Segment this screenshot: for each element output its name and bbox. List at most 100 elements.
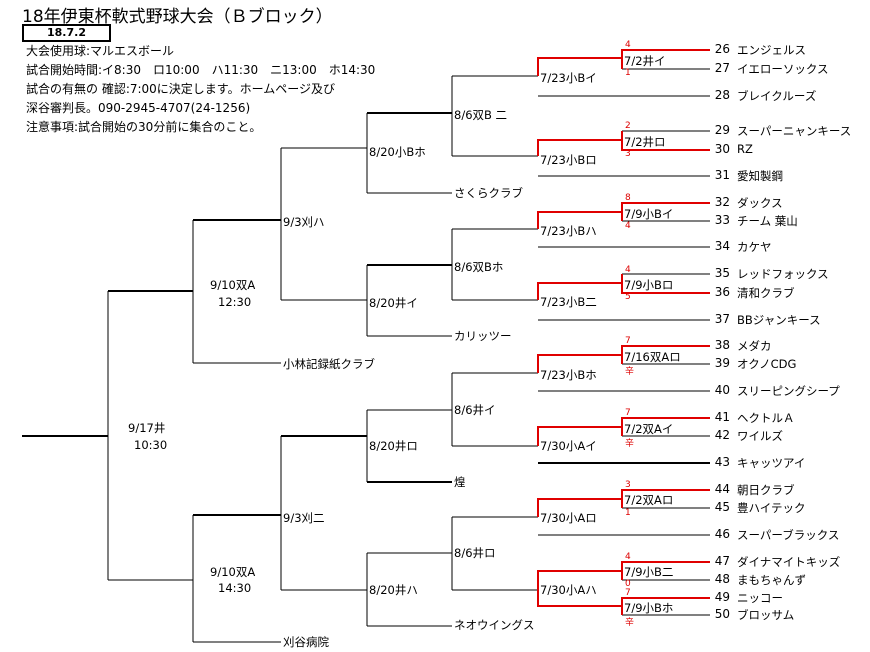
team-number: 45 (714, 500, 730, 514)
team-number: 48 (714, 572, 730, 586)
match-r3-2: 8/6双Bホ (454, 260, 504, 274)
team-name: ブロッサム (737, 608, 795, 622)
match-r2-8: 7/30小Aハ (540, 583, 597, 597)
team-number: 42 (714, 428, 730, 442)
team-number: 43 (714, 455, 730, 469)
score: 1 (625, 68, 631, 78)
match-r1-3: 7/9小Bイ (624, 207, 674, 221)
score: 4 (625, 40, 631, 50)
match-r2-5: 7/23小Bホ (540, 368, 597, 382)
match-r2-6: 7/30小Aイ (540, 439, 597, 453)
team-number: 35 (714, 266, 730, 280)
team-name: ブレイクルーズ (737, 89, 817, 103)
team-name: メダカ (737, 339, 772, 353)
match-r5-1: 9/3刈ハ (283, 215, 325, 229)
score: 辛 (625, 439, 635, 449)
match-r3-1: 8/6双B 二 (454, 108, 508, 122)
seeded-team: 煌 (454, 475, 466, 489)
team-name: 豊ハイテック (737, 501, 806, 515)
team-number: 50 (714, 607, 730, 621)
score: 辛 (625, 367, 635, 377)
match-r3-3: 8/6井イ (454, 403, 496, 417)
match-r2-1: 7/23小Bイ (540, 71, 597, 85)
team-name: RZ (737, 142, 753, 156)
seeded-team: 刈谷病院 (283, 635, 329, 649)
match-r4-3: 8/20井ロ (369, 439, 418, 453)
team-number: 40 (714, 383, 730, 397)
team-name: チーム 葉山 (737, 214, 798, 228)
score: 7 (625, 336, 631, 346)
seeded-team: カリッツー (454, 329, 512, 343)
match-r1-2: 7/2井ロ (624, 135, 666, 149)
team-number: 33 (714, 213, 730, 227)
seeded-team: 小林記録紙クラブ (283, 357, 375, 371)
match-r1-6: 7/2双Aイ (624, 422, 674, 436)
note-contact: 深谷審判長。090-2945-4707(24-1256) (26, 101, 251, 115)
team-number: 46 (714, 527, 730, 541)
team-number: 28 (714, 88, 730, 102)
note-ball: 大会使用球:マルエスボール (26, 44, 175, 58)
team-name: イエローソックス (737, 62, 829, 76)
team-number: 29 (714, 123, 730, 137)
team-name: レッドフォックス (737, 267, 829, 281)
team-number: 30 (714, 142, 730, 156)
note-start-times: 試合開始時間:イ8:30 ロ10:00 ハ11:30 ニ13:00 ホ14:30 (26, 63, 376, 77)
match-r2-4: 7/23小B二 (540, 295, 597, 309)
team-name: オクノCDG (737, 357, 797, 371)
final-date: 9/17井 (128, 421, 166, 435)
score: 7 (625, 588, 631, 598)
match-r1-9: 7/9小Bホ (624, 601, 674, 615)
team-name: ダイナマイトキッズ (737, 555, 841, 569)
match-r4-4: 8/20井ハ (369, 583, 418, 597)
team-name: スリーピングシープ (737, 384, 840, 398)
match-r6-1-time: 12:30 (218, 295, 252, 309)
team-name: カケヤ (737, 240, 772, 254)
match-r5-2: 9/3刈二 (283, 511, 325, 525)
note-caution: 注意事項:試合開始の30分前に集合のこと。 (26, 120, 262, 134)
team-name: 清和クラブ (737, 286, 795, 300)
team-number: 39 (714, 356, 730, 370)
score: 5 (625, 292, 631, 302)
match-r1-4: 7/9小Bロ (624, 278, 674, 292)
team-name: キャッツアイ (737, 456, 806, 470)
team-number: 41 (714, 410, 730, 424)
score: 7 (625, 408, 631, 418)
score: 1 (625, 508, 631, 518)
team-name: BBジャンキース (737, 313, 821, 327)
team-number: 44 (714, 482, 730, 496)
match-r2-2: 7/23小Bロ (540, 153, 597, 167)
team-name: スーパーニャンキース (737, 124, 852, 138)
match-r1-7: 7/2双Aロ (624, 493, 674, 507)
team-number: 26 (714, 42, 730, 56)
team-name: エンジェルス (737, 43, 806, 57)
match-r6-1-date: 9/10双A (210, 278, 256, 292)
team-name: ヘクトルＡ (737, 411, 795, 425)
team-name: 愛知製鋼 (737, 169, 783, 183)
tournament-title: 18年伊東杯軟式野球大会（Ｂブロック） (22, 7, 333, 27)
team-name: ニッコー (737, 591, 783, 605)
seeded-team: さくらクラブ (454, 186, 523, 200)
match-r6-2-time: 14:30 (218, 581, 252, 595)
team-number: 49 (714, 590, 730, 604)
match-r6-2-date: 9/10双A (210, 565, 256, 579)
team-number: 27 (714, 61, 730, 75)
match-r4-1: 8/20小Bホ (369, 145, 426, 159)
team-name: スーパーブラックス (737, 528, 840, 542)
score: 3 (625, 149, 631, 159)
score: 4 (625, 552, 631, 562)
team-name: ダックス (737, 196, 783, 210)
team-number: 38 (714, 338, 730, 352)
score: 0 (625, 579, 631, 589)
score: 3 (625, 480, 631, 490)
team-number: 32 (714, 195, 730, 209)
score: 2 (625, 121, 631, 131)
score: 辛 (625, 618, 635, 628)
team-number: 47 (714, 554, 730, 568)
match-r2-7: 7/30小Aロ (540, 511, 597, 525)
team-name: ワイルズ (737, 429, 783, 443)
score: 8 (625, 193, 631, 203)
team-name: 朝日クラブ (737, 483, 795, 497)
match-r1-8: 7/9小B二 (624, 565, 674, 579)
team-number: 36 (714, 285, 730, 299)
